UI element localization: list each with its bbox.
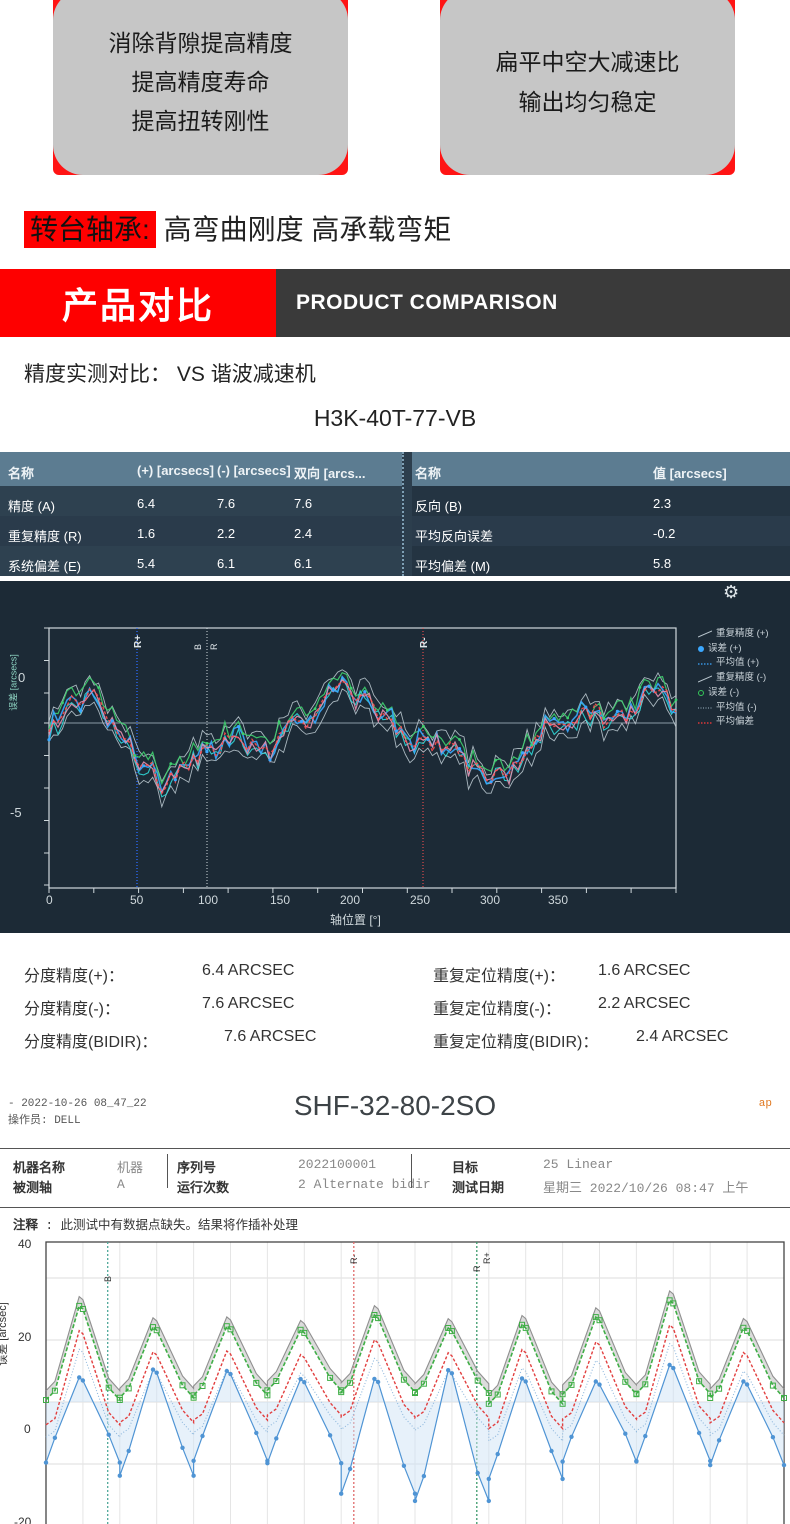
svg-text:R-: R- [419,637,430,648]
svg-text:R+: R+ [133,635,144,648]
svg-text:R-: R- [349,1255,359,1265]
svg-text:R: R [472,1265,482,1272]
svg-text:B: B [103,1276,113,1282]
svg-text:B: B [193,644,203,650]
svg-text:R: R [209,643,219,650]
svg-text:R+: R+ [482,1252,492,1264]
